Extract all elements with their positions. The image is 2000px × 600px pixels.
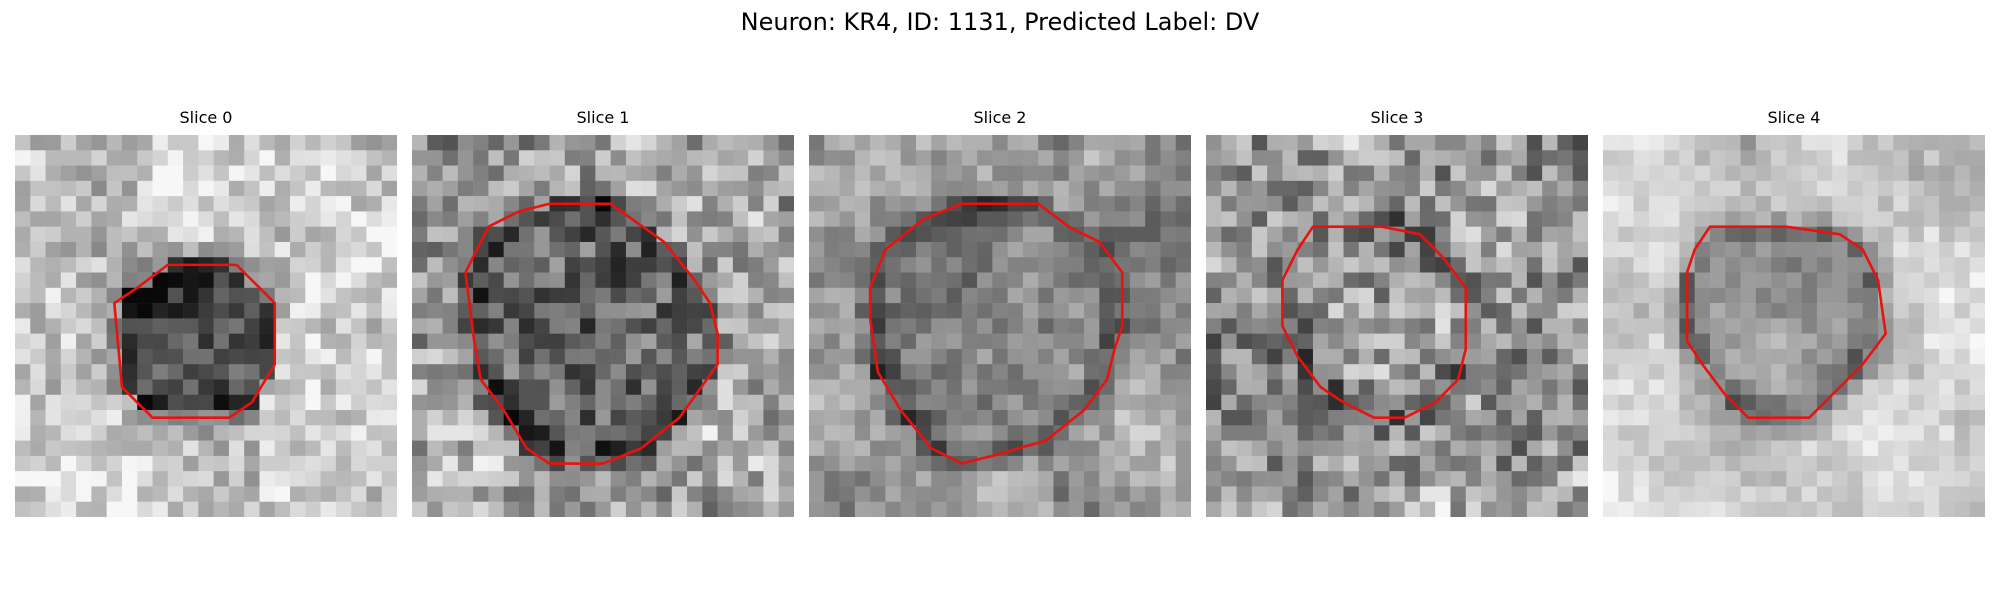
slice-contour-1 <box>464 202 719 465</box>
slice-panel-1: Slice 1 <box>412 108 794 517</box>
slice-panel-0: Slice 0 <box>15 108 397 517</box>
slice-panel-3: Slice 3 <box>1206 108 1588 517</box>
slice-pixels-4 <box>1603 135 1985 517</box>
slice-contour-3 <box>1281 225 1468 419</box>
slice-image-0 <box>15 135 397 517</box>
slice-pixels-1 <box>412 135 794 517</box>
slice-pixels-0 <box>15 135 397 517</box>
slice-panel-4: Slice 4 <box>1603 108 1985 517</box>
figure-title: Neuron: KR4, ID: 1131, Predicted Label: … <box>740 8 1260 36</box>
slice-contour-2 <box>868 202 1124 465</box>
slice-title-3: Slice 3 <box>1370 108 1424 127</box>
slice-image-2 <box>809 135 1191 517</box>
slice-title-4: Slice 4 <box>1767 108 1821 127</box>
slice-title-0: Slice 0 <box>179 108 233 127</box>
slice-image-1 <box>412 135 794 517</box>
slice-image-4 <box>1603 135 1985 517</box>
slice-title-1: Slice 1 <box>576 108 630 127</box>
slice-contour-4 <box>1685 225 1887 419</box>
slice-image-3 <box>1206 135 1588 517</box>
slice-contour-0 <box>113 263 277 419</box>
slice-panel-2: Slice 2 <box>809 108 1191 517</box>
slice-pixels-2 <box>809 135 1191 517</box>
slice-title-2: Slice 2 <box>973 108 1027 127</box>
slice-pixels-3 <box>1206 135 1588 517</box>
